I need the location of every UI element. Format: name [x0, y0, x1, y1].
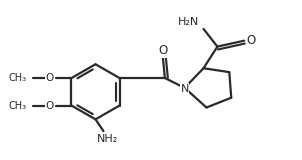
- Text: O: O: [46, 73, 54, 83]
- Text: N: N: [181, 84, 189, 94]
- Text: O: O: [46, 100, 54, 111]
- Text: CH₃: CH₃: [9, 73, 27, 83]
- Text: NH₂: NH₂: [97, 134, 118, 144]
- Text: H₂N: H₂N: [178, 17, 200, 27]
- Text: O: O: [246, 34, 256, 47]
- Text: O: O: [158, 44, 168, 57]
- Text: CH₃: CH₃: [9, 100, 27, 111]
